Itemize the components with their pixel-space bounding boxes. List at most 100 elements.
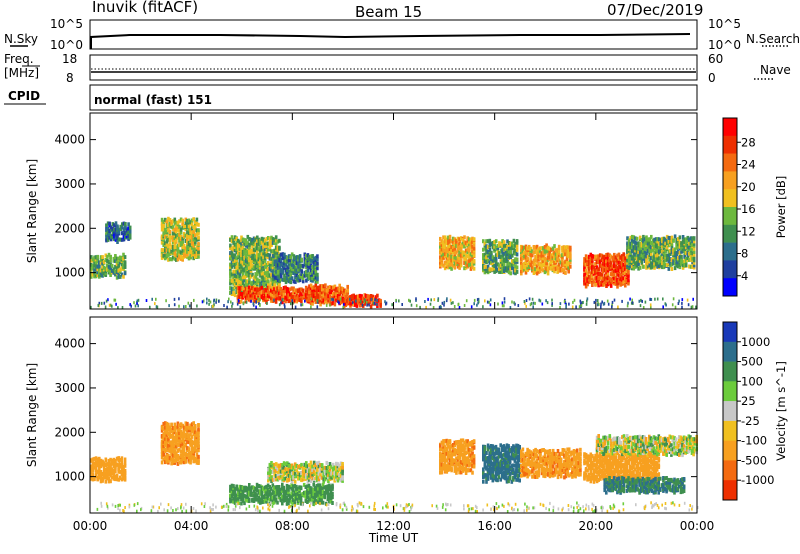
power-echo-cell [290,252,294,257]
velocity-echo-cell [238,489,242,494]
velocity-echo-cell [189,440,192,445]
power-echo-cell [538,246,542,251]
power-echo-cell [551,259,555,263]
power-echo-cell [540,260,544,264]
power-noise-cell [433,298,436,302]
power-echo-cell [534,258,537,263]
power-echo-cell [672,238,675,243]
power-echo-cell [584,271,588,276]
velocity-echo-cell [197,457,200,462]
velocity-echo-cell [263,488,267,493]
power-noise-cell [363,300,365,304]
power-echo-cell [171,250,175,255]
power-echo-cell [237,238,240,243]
power-noise-cell [477,297,480,301]
power-echo-cell [595,258,599,263]
power-echo-cell [512,246,516,251]
velocity-echo-cell [195,443,199,448]
power-echo-cell [109,271,112,276]
power-echo-cell [488,238,492,243]
power-echo-cell [692,241,696,246]
velocity-echo-cell [232,490,235,495]
power-echo-cell [472,258,476,263]
power-echo-cell [114,227,118,232]
power-echo-cell [327,294,330,299]
power-echo-cell [94,267,98,272]
velocity-echo-cell [277,489,281,494]
power-echo-cell [312,294,316,299]
power-echo-cell [686,243,690,248]
power-echo-cell [664,263,667,268]
power-echo-cell [338,295,341,300]
power-echo-cell [556,248,559,253]
power-echo-cell [263,244,267,249]
power-echo-cell [263,288,267,292]
power-echo-cell [168,234,172,239]
power-echo-cell [175,227,178,231]
power-echo-cell [116,224,119,229]
power-echo-cell [328,287,332,292]
power-echo-cell [171,244,175,249]
velocity-echo-cell [190,434,194,439]
velocity-echo-cell [167,431,170,436]
power-echo-cell [471,261,474,265]
power-echo-cell [248,260,251,265]
power-echo-cell [287,258,291,263]
power-echo-cell [564,248,567,253]
power-echo-cell [531,253,534,258]
power-echo-cell [230,253,234,258]
power-echo-cell [638,265,642,270]
power-echo-cell [283,277,286,282]
power-echo-cell [96,264,99,269]
power-echo-cell [688,241,691,246]
power-echo-cell [551,254,555,259]
power-echo-cell [689,251,693,256]
power-echo-cell [619,273,622,278]
power-echo-cell [684,240,688,245]
power-echo-cell [259,239,262,244]
power-echo-cell [311,287,314,292]
power-echo-cell [542,256,545,261]
power-echo-cell [160,255,164,260]
power-echo-cell [113,234,116,239]
power-echo-cell [311,285,314,290]
power-echo-cell [545,261,548,266]
velocity-echo-cell [110,467,114,472]
power-echo-cell [548,255,551,260]
power-echo-cell [314,279,318,284]
power-echo-cell [640,249,644,254]
power-echo-cell [237,241,240,246]
power-echo-cell [325,298,329,303]
velocity-echo-cell [252,493,256,498]
power-echo-cell [168,223,172,228]
power-noise-cell [443,303,445,307]
power-echo-cell [662,239,666,244]
power-echo-cell [249,274,253,279]
power-noise-cell [654,297,656,301]
power-echo-cell [490,253,493,258]
velocity-echo-cell [254,497,257,502]
power-echo-cell [471,265,474,270]
power-echo-cell [251,288,254,293]
power-echo-cell [643,246,647,251]
power-echo-cell [112,267,116,272]
power-echo-cell [268,253,272,258]
power-echo-cell [520,260,523,265]
power-echo-cell [657,260,661,265]
power-echo-cell [602,258,605,263]
velocity-echo-cell [292,498,295,502]
power-echo-cell [534,255,537,259]
power-echo-cell [630,245,634,250]
power-noise-cell [586,299,588,303]
power-echo-cell [167,247,170,252]
power-echo-cell [627,270,630,275]
power-noise-cell [686,298,689,302]
power-echo-cell [197,249,200,254]
power-echo-cell [447,253,450,258]
power-echo-cell [343,288,346,293]
power-echo-cell [669,248,672,253]
power-echo-cell [268,273,272,278]
power-echo-cell [358,297,362,302]
power-echo-cell [309,295,313,299]
power-echo-cell [229,271,232,276]
